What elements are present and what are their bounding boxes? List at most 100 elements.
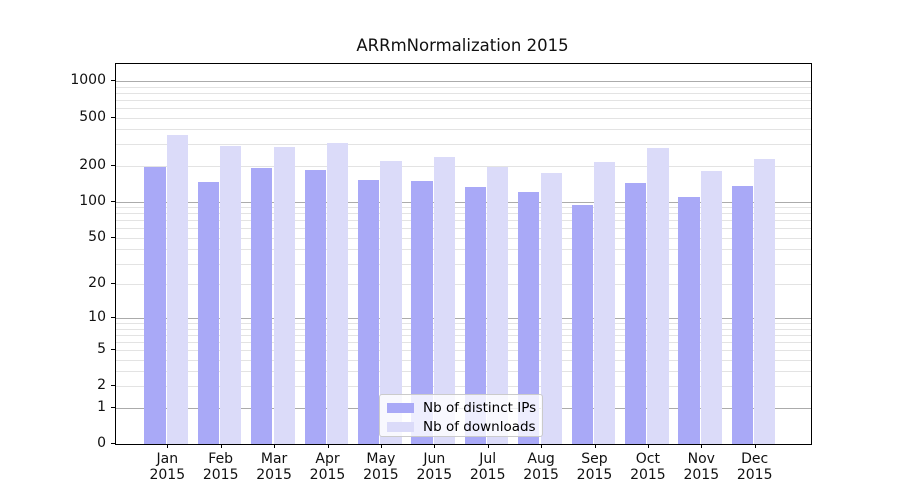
bar-oct-downloads [647,148,669,444]
x-tick-nov [701,444,703,448]
legend-label-downloads: Nb of downloads [423,418,536,435]
y-tick-1 [111,406,115,408]
x-tick-dec [754,444,756,448]
major-gridline-1000 [116,81,811,83]
y-tick-label-50: 50 [88,228,106,245]
x-tick-label-dec: Dec 2015 [736,451,773,483]
bar-dec-downloads [754,159,776,444]
y-tick-100 [111,200,115,202]
bar-mar-ips [251,167,273,444]
x-tick-apr [327,444,329,448]
bar-nov-ips [678,197,700,444]
y-tick-5 [111,348,115,350]
bar-nov-downloads [700,170,723,444]
y-tick-500 [111,116,115,118]
legend: Nb of distinct IPs Nb of downloads [379,394,543,437]
minor-gridline-500 [116,117,811,119]
x-tick-label-jan: Jan 2015 [149,451,186,483]
y-tick-label-2: 2 [97,377,106,394]
minor-gridline-2 [116,386,811,388]
y-tick-label-0: 0 [97,435,106,451]
x-tick-label-may: May 2015 [363,451,399,483]
bar-apr-downloads [326,143,349,444]
bar-jun-ips [411,181,433,444]
bar-mar-downloads [273,147,295,444]
minor-gridline-700 [116,100,811,101]
minor-gridline-4 [116,359,811,361]
x-tick-jan [167,444,169,448]
minor-gridline-9 [116,323,811,325]
y-tick-200 [111,164,115,166]
bar-apr-ips [304,169,326,444]
y-tick-50 [111,236,115,238]
y-tick-10 [111,317,115,319]
minor-gridline-30 [116,263,811,265]
minor-gridline-5 [116,349,811,351]
x-tick-aug [541,444,543,448]
minor-gridline-400 [116,129,811,131]
y-tick-label-100: 100 [79,192,106,209]
y-tick-label-1: 1 [97,398,106,415]
minor-gridline-8 [116,328,811,330]
minor-gridline-60 [116,228,811,230]
x-tick-label-mar: Mar 2015 [256,451,292,483]
x-tick-label-oct: Oct 2015 [630,451,666,483]
bar-feb-downloads [220,146,242,444]
legend-item-downloads: Nb of downloads [387,417,542,436]
minor-gridline-600 [116,108,811,109]
bar-jul-downloads [487,167,509,444]
chart-title: ARRmNormalization 2015 [356,36,569,55]
legend-swatch-downloads [387,421,414,432]
x-tick-jul [487,444,489,448]
x-tick-oct [647,444,649,448]
x-tick-sep [594,444,596,448]
y-tick-20 [111,283,115,285]
y-tick-2 [111,385,115,387]
legend-label-distinct-ips: Nb of distinct IPs [423,399,537,416]
y-tick-label-200: 200 [79,156,106,173]
minor-gridline-800 [116,93,811,94]
y-tick-label-20: 20 [88,275,106,292]
bar-jun-downloads [433,157,456,444]
bar-aug-downloads [540,173,562,444]
y-tick-label-5: 5 [97,340,106,357]
x-tick-label-nov: Nov 2015 [683,451,720,483]
minor-gridline-3 [116,371,811,373]
minor-gridline-900 [116,86,811,88]
x-tick-label-aug: Aug 2015 [523,451,559,483]
x-tick-label-sep: Sep 2015 [576,451,613,483]
minor-gridline-7 [116,334,811,336]
bar-aug-ips [518,192,540,444]
x-tick-label-apr: Apr 2015 [309,451,346,483]
minor-gridline-50 [116,237,811,239]
legend-item-distinct-ips: Nb of distinct IPs [387,398,542,417]
bar-sep-ips [571,204,593,444]
x-tick-label-feb: Feb 2015 [202,451,239,483]
bar-may-downloads [380,160,402,444]
y-tick-label-500: 500 [79,108,106,125]
minor-gridline-20 [116,284,811,286]
bar-dec-ips [731,186,754,444]
y-tick-0 [111,443,115,444]
bar-sep-downloads [593,162,616,444]
bar-jan-downloads [166,135,189,444]
x-tick-label-jun: Jun 2015 [416,451,453,483]
x-tick-label-jul: Jul 2015 [469,451,506,483]
major-gridline-10 [116,318,811,320]
bar-feb-ips [197,182,220,444]
legend-swatch-distinct-ips [387,402,414,413]
y-tick-label-10: 10 [88,309,106,326]
minor-gridline-40 [116,249,811,250]
minor-gridline-6 [116,341,811,343]
minor-gridline-90 [116,207,811,209]
x-tick-jun [434,444,436,448]
x-tick-feb [220,444,222,448]
bar-oct-ips [624,183,647,444]
minor-gridline-200 [116,165,811,167]
y-tick-label-1000: 1000 [70,72,106,89]
x-tick-may [380,444,382,448]
y-tick-1000 [111,80,115,82]
minor-gridline-70 [116,220,811,222]
bar-jan-ips [144,167,166,444]
